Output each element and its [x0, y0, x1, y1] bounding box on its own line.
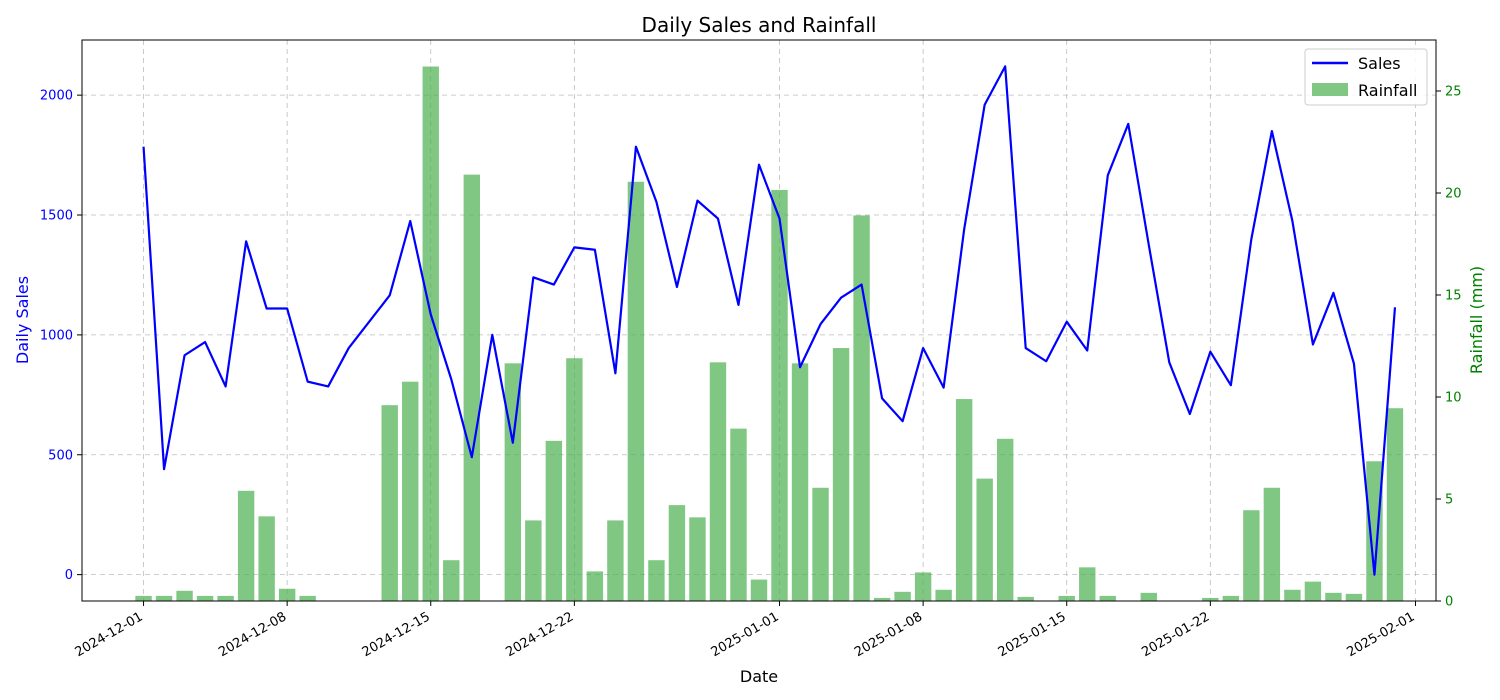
rainfall-bar	[1243, 510, 1260, 601]
rainfall-bar	[525, 520, 542, 601]
rainfall-bars	[135, 66, 1404, 601]
x-tick-label: 2025-01-01	[709, 609, 782, 660]
rainfall-bar	[586, 571, 604, 601]
rainfall-bar	[791, 363, 809, 601]
rainfall-bar	[1345, 593, 1363, 601]
x-tick-label: 2025-01-22	[1139, 609, 1212, 660]
x-tick-label: 2024-12-08	[216, 609, 289, 660]
rainfall-bar	[914, 572, 932, 601]
right-tick-label: 5	[1445, 493, 1453, 508]
rainfall-bar	[1366, 461, 1383, 601]
x-tick-label: 2025-02-01	[1345, 609, 1418, 660]
x-tick-label: 2024-12-15	[360, 609, 433, 660]
rainfall-bar	[1263, 487, 1281, 601]
rainfall-bar	[668, 505, 686, 601]
rainfall-bar	[1202, 597, 1219, 601]
right-tick-label: 25	[1445, 85, 1462, 100]
rainfall-bar	[1140, 592, 1157, 601]
rainfall-bar	[1325, 592, 1342, 601]
x-tick-label: 2025-01-15	[996, 609, 1069, 660]
legend: Sales Rainfall	[1304, 48, 1428, 106]
rainfall-bar	[709, 362, 727, 601]
rainfall-bar	[996, 438, 1014, 601]
rainfall-bar	[1222, 595, 1240, 601]
y-axis-right-label: Rainfall (mm)	[1467, 266, 1486, 374]
rainfall-bar	[217, 595, 234, 601]
rainfall-bar	[648, 560, 665, 601]
right-axis-ticks: 0 5 10 15 20 25	[1436, 85, 1462, 610]
left-tick-label: 1000	[40, 328, 73, 343]
rainfall-bar	[607, 520, 624, 601]
rainfall-bar	[258, 516, 275, 601]
rainfall-bar	[1017, 596, 1034, 601]
y-axis-left-label: Daily Sales	[13, 276, 32, 364]
plot-frame	[81, 39, 1437, 602]
chart-title: Daily Sales and Rainfall	[642, 13, 877, 37]
rainfall-bar	[1304, 581, 1322, 601]
x-tick-label: 2024-12-22	[503, 609, 576, 660]
left-tick-label: 1500	[40, 209, 73, 224]
left-tick-label: 2000	[40, 89, 73, 104]
rainfall-bar	[443, 560, 460, 601]
rainfall-bar	[730, 428, 747, 601]
rainfall-bar	[176, 590, 193, 601]
rainfall-bar	[135, 595, 152, 601]
sales-line-layer	[142, 65, 1397, 576]
rainfall-bar	[873, 597, 891, 601]
rainfall-bar	[278, 588, 296, 601]
rainfall-bar	[750, 579, 768, 601]
rainfall-bar	[812, 487, 829, 601]
sales-line	[142, 65, 1397, 576]
rainfall-bar	[976, 478, 993, 601]
legend-sales-label: Sales	[1358, 54, 1401, 73]
left-axis-ticks: 0 500 1000 1500 2000	[40, 89, 82, 583]
right-tick-label: 0	[1445, 595, 1453, 610]
legend-rainfall-label: Rainfall	[1358, 81, 1417, 100]
rainfall-bar	[463, 174, 480, 601]
rainfall-bar	[237, 490, 255, 601]
x-axis-ticks: 2024-12-01 2024-12-08 2024-12-15 2024-12-22…	[73, 601, 1418, 660]
rainfall-bar	[689, 517, 706, 601]
rainfall-bar	[381, 405, 398, 601]
rainfall-bar	[1099, 595, 1116, 601]
rainfall-bar	[402, 381, 419, 601]
rainfall-bar	[935, 589, 952, 601]
rainfall-bar	[299, 595, 316, 601]
left-tick-label: 500	[48, 448, 73, 463]
rainfall-bar	[853, 215, 870, 601]
right-tick-label: 10	[1445, 391, 1462, 406]
right-tick-label: 15	[1445, 289, 1462, 304]
rainfall-bar	[545, 440, 563, 601]
x-tick-label: 2025-01-08	[852, 609, 925, 660]
grid	[82, 40, 1436, 601]
rainfall-bar	[1386, 408, 1404, 601]
rainfall-bar	[1079, 567, 1096, 601]
legend-rainfall-swatch	[1312, 83, 1348, 96]
rainfall-bar	[1284, 589, 1301, 601]
x-tick-label: 2024-12-01	[73, 609, 146, 660]
right-tick-label: 20	[1445, 187, 1462, 202]
rainfall-bar	[196, 595, 214, 601]
rainfall-bar	[627, 181, 645, 601]
rainfall-bar	[155, 595, 173, 601]
rainfall-bar	[832, 348, 850, 601]
rainfall-bar	[955, 399, 973, 601]
left-tick-label: 0	[65, 568, 73, 583]
rainfall-bar	[771, 189, 788, 601]
rainfall-bar	[1058, 595, 1075, 601]
x-axis-label: Date	[740, 667, 778, 686]
rainfall-bar	[894, 591, 911, 601]
rainfall-bar	[422, 66, 439, 601]
rainfall-bar	[566, 358, 583, 601]
